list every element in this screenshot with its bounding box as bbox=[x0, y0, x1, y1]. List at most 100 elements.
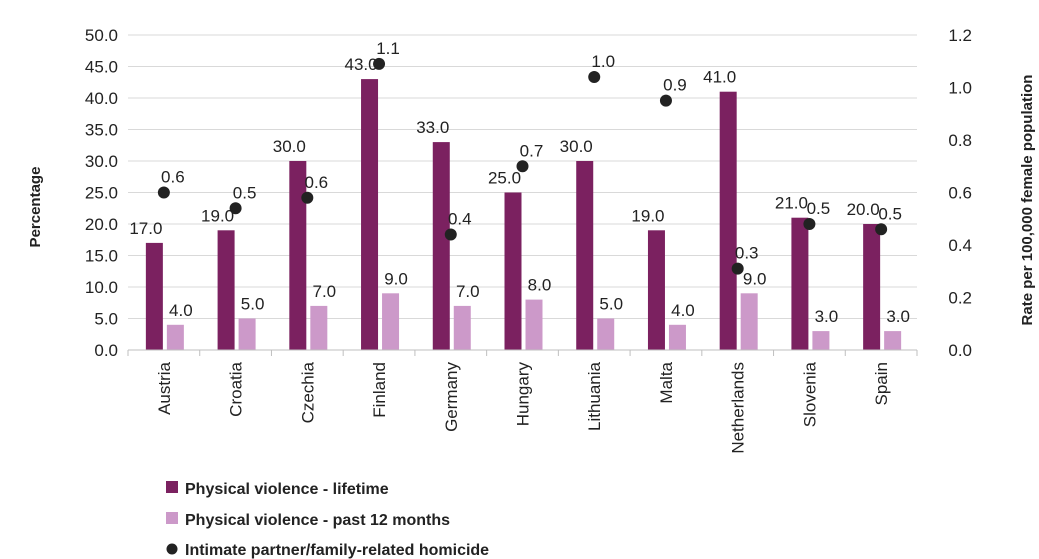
data-label-past-12-months: 5.0 bbox=[241, 295, 265, 314]
bar-past-12-months bbox=[812, 331, 830, 350]
data-label-past-12-months: 8.0 bbox=[528, 276, 552, 295]
data-label-lifetime: 41.0 bbox=[703, 68, 736, 87]
y-tick-label: 35.0 bbox=[85, 121, 118, 140]
bar-past-12-months bbox=[525, 299, 543, 350]
data-label-homicide: 0.3 bbox=[735, 244, 759, 263]
data-label-past-12-months: 7.0 bbox=[456, 282, 480, 301]
bar-past-12-months bbox=[597, 318, 615, 350]
x-tick-label: Czechia bbox=[298, 361, 317, 423]
data-label-past-12-months: 9.0 bbox=[384, 269, 408, 288]
data-label-past-12-months: 4.0 bbox=[169, 301, 193, 320]
bar-lifetime bbox=[361, 79, 379, 350]
legend-item-homicide: Intimate partner/family-related homicide bbox=[166, 542, 489, 559]
y-tick-label: 5.0 bbox=[94, 310, 118, 329]
y-tick-label: 40.0 bbox=[85, 89, 118, 108]
x-tick-label: Lithuania bbox=[585, 361, 604, 431]
y-axis-right: 0.0 0.2 0.4 0.6 0.8 1.0 1.2 bbox=[948, 26, 972, 360]
point-homicide bbox=[659, 94, 672, 107]
data-label-lifetime: 30.0 bbox=[560, 137, 593, 156]
bar-lifetime bbox=[217, 230, 235, 350]
data-label-past-12-months: 9.0 bbox=[743, 269, 767, 288]
data-label-homicide: 0.6 bbox=[304, 173, 328, 192]
bar-past-12-months bbox=[238, 318, 256, 350]
y2-tick-label: 0.2 bbox=[948, 289, 972, 308]
point-homicide bbox=[731, 262, 744, 275]
legend-marker-homicide bbox=[166, 543, 178, 555]
legend-label-lifetime: Physical violence - lifetime bbox=[185, 481, 389, 498]
y2-tick-label: 0.8 bbox=[948, 131, 972, 150]
y-tick-label: 25.0 bbox=[85, 184, 118, 203]
data-label-homicide: 0.7 bbox=[520, 141, 544, 160]
data-label-homicide: 0.6 bbox=[161, 168, 185, 187]
data-label-lifetime: 25.0 bbox=[488, 169, 521, 188]
data-label-homicide: 0.9 bbox=[663, 76, 687, 95]
legend-label-homicide: Intimate partner/family-related homicide bbox=[185, 542, 489, 559]
bars bbox=[145, 79, 902, 350]
legend-swatch-past-12-months bbox=[166, 512, 178, 524]
y-tick-label: 30.0 bbox=[85, 152, 118, 171]
legend-label-past-12-months: Physical violence - past 12 months bbox=[185, 512, 450, 529]
point-homicide bbox=[444, 228, 457, 241]
data-label-past-12-months: 4.0 bbox=[671, 301, 695, 320]
bar-past-12-months bbox=[453, 305, 471, 350]
x-tick-label: Spain bbox=[872, 362, 891, 405]
data-label-lifetime: 20.0 bbox=[847, 200, 880, 219]
data-label-homicide: 1.1 bbox=[376, 39, 400, 58]
x-tick-label: Slovenia bbox=[800, 361, 819, 427]
bar-lifetime bbox=[504, 192, 522, 350]
data-label-lifetime: 21.0 bbox=[775, 194, 808, 213]
bar-lifetime bbox=[791, 217, 809, 350]
data-label-homicide: 0.5 bbox=[878, 204, 902, 223]
bar-past-12-months bbox=[310, 305, 328, 350]
x-axis: Austria Croatia Czechia Finland Germany Hunga… bbox=[127, 349, 918, 454]
data-label-homicide: 0.4 bbox=[448, 210, 472, 229]
x-tick-label: Netherlands bbox=[729, 362, 748, 454]
y-tick-label: 50.0 bbox=[85, 26, 118, 45]
y-axis-title: Percentage bbox=[27, 167, 44, 248]
y-tick-label: 10.0 bbox=[85, 278, 118, 297]
point-homicide bbox=[229, 202, 242, 215]
bar-lifetime bbox=[145, 242, 163, 350]
x-tick-label: Hungary bbox=[514, 362, 533, 427]
y2-tick-label: 0.6 bbox=[948, 184, 972, 203]
x-tick-label: Malta bbox=[657, 361, 676, 403]
y2-tick-label: 0.0 bbox=[948, 341, 972, 360]
x-tick-label: Croatia bbox=[227, 361, 246, 416]
gridlines bbox=[128, 34, 917, 351]
data-labels: 17.0 4.0 0.6 19.0 5.0 0.5 30.0 7.0 0.6 43.0 9.0 1.1… bbox=[129, 39, 910, 326]
legend-item-lifetime: Physical violence - lifetime bbox=[166, 481, 389, 498]
point-homicide bbox=[803, 218, 816, 230]
data-label-lifetime: 19.0 bbox=[631, 206, 664, 225]
x-tick-label: Finland bbox=[370, 362, 389, 418]
data-label-homicide: 0.5 bbox=[233, 183, 257, 202]
bar-lifetime bbox=[647, 230, 665, 350]
data-label-past-12-months: 7.0 bbox=[312, 282, 336, 301]
x-tick-label: Germany bbox=[442, 362, 461, 432]
data-label-homicide: 1.0 bbox=[591, 52, 615, 71]
bar-past-12-months bbox=[668, 324, 686, 350]
data-label-lifetime: 33.0 bbox=[416, 118, 449, 137]
point-homicide bbox=[588, 71, 601, 83]
legend-swatch-lifetime bbox=[166, 481, 178, 493]
data-label-past-12-months: 5.0 bbox=[599, 295, 623, 314]
y2-tick-label: 0.4 bbox=[948, 236, 972, 255]
data-label-lifetime: 43.0 bbox=[344, 55, 377, 74]
y-tick-label: 45.0 bbox=[85, 58, 118, 77]
bar-past-12-months bbox=[740, 293, 758, 350]
x-tick-label: Austria bbox=[155, 361, 174, 414]
data-label-past-12-months: 3.0 bbox=[815, 307, 839, 326]
bar-lifetime bbox=[576, 161, 594, 350]
bar-lifetime bbox=[863, 224, 881, 350]
y-tick-label: 15.0 bbox=[85, 247, 118, 266]
bar-past-12-months bbox=[884, 331, 902, 350]
point-homicide bbox=[157, 186, 170, 199]
point-homicide bbox=[301, 191, 314, 204]
y2-tick-label: 1.2 bbox=[948, 26, 972, 45]
data-label-lifetime: 17.0 bbox=[129, 219, 162, 238]
point-homicide bbox=[373, 57, 386, 70]
bar-past-12-months bbox=[382, 293, 400, 350]
point-homicide bbox=[875, 223, 888, 236]
y2-axis-title: Rate per 100,000 female population bbox=[1019, 75, 1036, 326]
legend: Physical violence - lifetime Physical vi… bbox=[166, 481, 489, 559]
